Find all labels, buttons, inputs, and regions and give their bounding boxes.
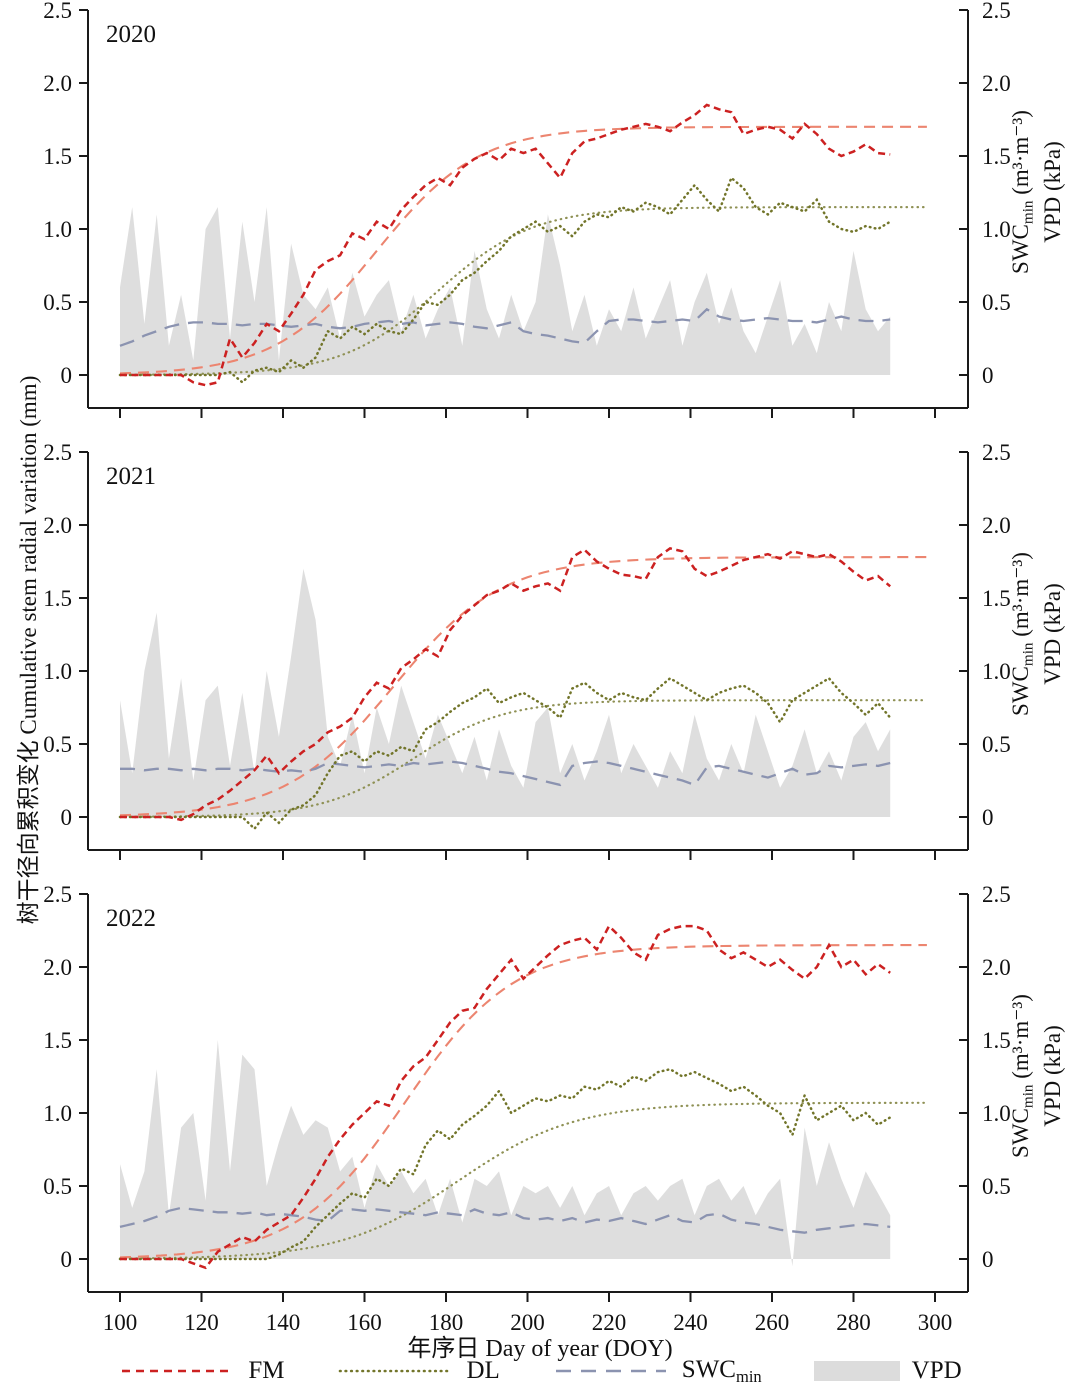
x-tick-label: 220 xyxy=(592,1310,627,1335)
y-tick-label-left: 1.5 xyxy=(43,144,72,169)
legend-label-swcmin: SWCmin xyxy=(681,1356,762,1386)
y-tick-label-right: 2.5 xyxy=(982,0,1011,23)
y-tick-label-left: 0 xyxy=(61,805,73,830)
y-tick-label-left: 1.0 xyxy=(43,659,72,684)
y-tick-label-right: 1.5 xyxy=(982,1028,1011,1053)
y-tick-label-left: 2.5 xyxy=(43,0,72,23)
y-tick-label-left: 0 xyxy=(61,1247,73,1272)
panel-2021-swc-line xyxy=(120,760,891,787)
panel-2022-swc-line xyxy=(119,1206,891,1234)
y-axis-label-left-text: 树干径向累积变化 Cumulative stem radial variatio… xyxy=(16,375,41,925)
fm-line-sample-icon xyxy=(122,1370,233,1373)
legend: FM DL SWCmin VPD xyxy=(0,1356,1080,1387)
panel-2021-dl-raw-line xyxy=(118,676,892,831)
y-tick-label-left: 0.5 xyxy=(43,732,72,757)
y-tick-label-left: 1.0 xyxy=(43,1101,72,1126)
legend-label-fm: FM xyxy=(248,1357,285,1385)
swc-axis-label: SWCmin (m³·m⁻³) xyxy=(1007,110,1037,274)
y-tick-label-right: 1.0 xyxy=(982,659,1011,684)
legend-item-vpd: VPD xyxy=(813,1357,962,1385)
vpd-axis-label: VPD (kPa) xyxy=(1039,141,1065,243)
y-tick-label-left: 2.0 xyxy=(43,955,72,980)
y-tick-label-right: 1.0 xyxy=(982,217,1011,242)
legend-label-dl: DL xyxy=(466,1357,500,1385)
panel-2021-fm-fit-line xyxy=(119,556,927,817)
panel-2022-fm-raw-line xyxy=(120,924,891,1270)
panel-2020-fm-fit-line xyxy=(119,125,927,375)
y-tick-label-right: 0.5 xyxy=(982,732,1011,757)
y-axis-label-right-2022: SWCmin (m³·m⁻³) VPD (kPa) xyxy=(1007,994,1067,1158)
y-tick-label-left: 0.5 xyxy=(43,290,72,315)
x-tick-label: 280 xyxy=(836,1310,871,1335)
x-axis-label: 年序日 Day of year (DOY) xyxy=(407,1336,673,1362)
panel-2021-vpd-area xyxy=(120,568,891,817)
legend-item-fm: FM xyxy=(118,1357,284,1385)
vpd-area-sample-icon xyxy=(813,1361,900,1382)
x-tick-label: 140 xyxy=(266,1310,301,1335)
y-tick-label-right: 2.0 xyxy=(982,71,1011,96)
y-tick-label-left: 2.5 xyxy=(43,440,72,465)
y-tick-label-left: 1.5 xyxy=(43,586,72,611)
panel-2022-vpd-area xyxy=(120,1040,891,1267)
y-tick-label-left: 2.0 xyxy=(43,71,72,96)
y-tick-label-right: 2.0 xyxy=(982,513,1011,538)
x-tick-label: 260 xyxy=(755,1310,790,1335)
panel-year-label-2022: 2022 xyxy=(106,905,156,932)
x-tick-label: 160 xyxy=(347,1310,382,1335)
swc-axis-label: SWCmin (m³·m⁻³) xyxy=(1007,994,1037,1158)
y-axis-label-right-2020: SWCmin (m³·m⁻³) VPD (kPa) xyxy=(1007,110,1067,274)
x-tick-label: 200 xyxy=(510,1310,545,1335)
y-tick-label-right: 2.0 xyxy=(982,955,1011,980)
panel-2020-swc-line xyxy=(119,307,891,347)
y-tick-label-right: 0 xyxy=(982,363,994,388)
x-tick-label: 180 xyxy=(429,1310,464,1335)
y-tick-label-right: 0 xyxy=(982,1247,994,1272)
y-tick-label-left: 2.0 xyxy=(43,513,72,538)
legend-item-dl: DL xyxy=(336,1357,500,1385)
vpd-axis-label: VPD (kPa) xyxy=(1039,583,1065,685)
y-tick-label-right: 1.5 xyxy=(982,586,1011,611)
y-tick-label-left: 0 xyxy=(61,363,73,388)
y-tick-label-left: 1.5 xyxy=(43,1028,72,1053)
legend-label-vpd: VPD xyxy=(911,1357,962,1385)
dl-line-sample-icon xyxy=(339,1370,452,1373)
panel-year-label-2020: 2020 xyxy=(106,21,156,48)
y-tick-label-right: 2.5 xyxy=(982,440,1011,465)
panel-2020-vpd-area xyxy=(120,207,891,375)
x-tick-label: 300 xyxy=(918,1310,953,1335)
y-tick-label-left: 2.5 xyxy=(43,882,72,907)
swc-axis-label: SWCmin (m³·m⁻³) xyxy=(1007,552,1037,716)
panel-2020-fm-raw-line xyxy=(120,103,891,387)
legend-item-swcmin: SWCmin xyxy=(552,1356,762,1387)
y-tick-label-right: 0 xyxy=(982,805,994,830)
y-tick-label-right: 2.5 xyxy=(982,882,1011,907)
panel-2020-dl-raw-line xyxy=(118,175,892,384)
panel-2022-dl-fit-line xyxy=(118,1101,928,1260)
y-tick-label-right: 1.0 xyxy=(982,1101,1011,1126)
panel-2021-fm-raw-line xyxy=(120,547,892,822)
swc-line-sample-icon xyxy=(555,1370,666,1373)
vpd-axis-label: VPD (kPa) xyxy=(1039,1025,1065,1127)
y-tick-label-right: 1.5 xyxy=(982,144,1011,169)
y-tick-label-right: 0.5 xyxy=(982,1174,1011,1199)
x-tick-label: 100 xyxy=(103,1310,138,1335)
panel-year-label-2021: 2021 xyxy=(106,463,156,490)
x-tick-label: 240 xyxy=(673,1310,708,1335)
y-axis-label-left: 树干径向累积变化 Cumulative stem radial variatio… xyxy=(9,376,43,925)
y-tick-label-right: 0.5 xyxy=(982,290,1011,315)
y-tick-label-left: 1.0 xyxy=(43,217,72,242)
x-tick-label: 120 xyxy=(184,1310,219,1335)
y-tick-label-left: 0.5 xyxy=(43,1174,72,1199)
y-axis-label-right-2021: SWCmin (m³·m⁻³) VPD (kPa) xyxy=(1007,552,1067,716)
